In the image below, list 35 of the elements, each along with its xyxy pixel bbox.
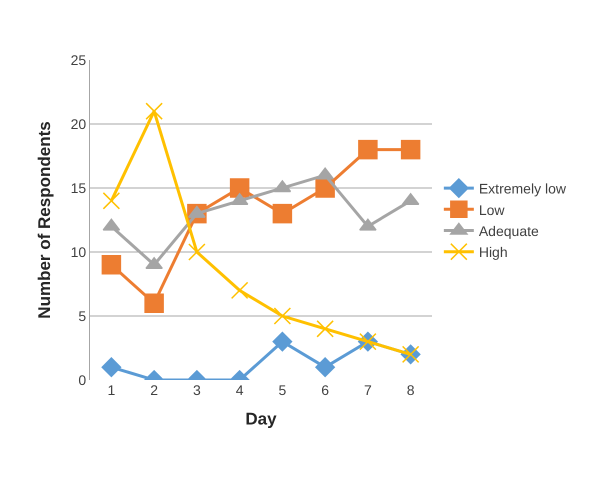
point <box>230 178 250 198</box>
x-tick-label: 6 <box>321 382 330 398</box>
point <box>272 204 292 224</box>
point <box>400 140 420 160</box>
y-tick-label: 25 <box>70 52 86 68</box>
y-tick-label: 10 <box>70 244 86 260</box>
x-tick-label: 8 <box>406 382 415 398</box>
x-tick-label: 3 <box>192 382 201 398</box>
x-tick-label: 5 <box>278 382 286 398</box>
point <box>145 102 163 120</box>
x-tick-label: 7 <box>364 382 372 398</box>
y-tick-label: 15 <box>70 180 86 196</box>
point <box>144 293 164 313</box>
y-tick-label: 0 <box>78 372 86 388</box>
point <box>188 243 206 261</box>
legend-label: Adequate <box>478 222 539 239</box>
x-tick-label: 2 <box>150 382 158 398</box>
point <box>358 140 378 160</box>
y-tick-label: 20 <box>70 116 86 132</box>
x-tick-label: 4 <box>236 382 244 398</box>
point <box>230 282 248 300</box>
x-axis-title: Day <box>245 409 278 428</box>
x-tick-label: 1 <box>107 382 116 398</box>
point <box>102 192 120 210</box>
legend-label: Low <box>478 202 506 218</box>
y-axis-title: Number of Respondents <box>35 121 54 319</box>
point <box>316 320 334 338</box>
y-tick-label: 5 <box>78 308 86 324</box>
point <box>274 307 292 325</box>
point <box>102 357 122 378</box>
legend-label: Extremely low <box>478 180 567 197</box>
point <box>102 255 122 275</box>
legend-label: High <box>478 244 508 260</box>
point <box>315 357 335 378</box>
point <box>272 332 292 352</box>
